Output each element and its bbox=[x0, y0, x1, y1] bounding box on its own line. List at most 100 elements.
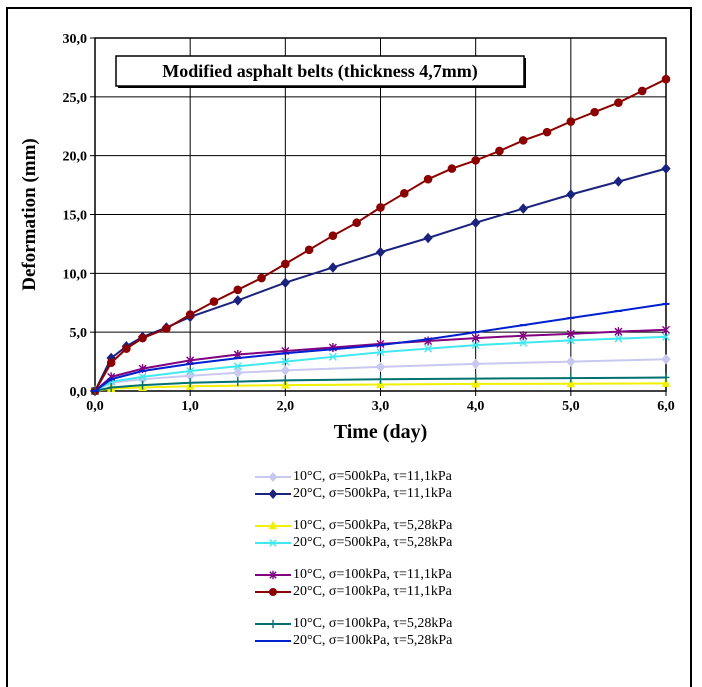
data-point bbox=[662, 325, 670, 335]
data-point bbox=[447, 164, 457, 173]
x-tick-label: 3,0 bbox=[372, 399, 390, 414]
data-point bbox=[107, 382, 115, 392]
legend-group: 10°C, σ=500kPa, τ=5,28kPa 20°C, σ=500kPa,… bbox=[255, 517, 575, 551]
data-point bbox=[567, 373, 575, 383]
data-point bbox=[470, 358, 481, 370]
data-point bbox=[470, 217, 481, 228]
data-point bbox=[185, 310, 195, 319]
data-point bbox=[280, 365, 291, 376]
data-point bbox=[566, 189, 576, 200]
y-tick-label: 15,0 bbox=[63, 209, 88, 224]
data-point bbox=[661, 353, 671, 365]
data-point bbox=[281, 375, 289, 385]
x-tick-label: 4,0 bbox=[467, 399, 485, 414]
data-point bbox=[106, 358, 116, 368]
legend-swatch bbox=[255, 570, 291, 579]
data-point bbox=[186, 367, 195, 375]
data-point bbox=[281, 259, 290, 269]
series-line bbox=[94, 376, 667, 392]
data-point bbox=[269, 520, 277, 529]
y-tick-label: 30,0 bbox=[63, 32, 88, 47]
data-point bbox=[613, 176, 624, 187]
data-point bbox=[209, 297, 219, 306]
data-point bbox=[328, 262, 338, 273]
legend-item: 10°C, σ=500kPa, τ=5,28kPa bbox=[255, 517, 575, 534]
data-point bbox=[257, 273, 266, 283]
chart-frame bbox=[6, 7, 692, 687]
legend-swatch bbox=[255, 520, 291, 529]
data-point bbox=[471, 156, 480, 165]
legend-swatch bbox=[255, 587, 291, 596]
data-point bbox=[377, 374, 384, 384]
legend-item: 10°C, σ=500kPa, τ=11,1kPa bbox=[255, 468, 575, 485]
legend-group: 10°C, σ=100kPa, τ=11,1kPa 20°C, σ=100kPa,… bbox=[255, 566, 575, 600]
data-point bbox=[614, 98, 623, 108]
legend-label: 20°C, σ=500kPa, τ=5,28kPa bbox=[293, 534, 453, 550]
series-dash bbox=[91, 302, 670, 392]
data-point bbox=[352, 218, 362, 228]
data-point bbox=[662, 372, 670, 382]
legend-label: 20°C, σ=100kPa, τ=11,1kPa bbox=[293, 583, 452, 599]
series-diamond bbox=[90, 353, 671, 397]
data-point bbox=[304, 245, 314, 255]
data-point bbox=[566, 356, 576, 367]
legend-label: 20°C, σ=500kPa, τ=11,1kPa bbox=[293, 485, 452, 501]
data-point bbox=[542, 127, 552, 137]
legend-label: 10°C, σ=500kPa, τ=11,1kPa bbox=[293, 468, 452, 484]
data-point bbox=[233, 285, 243, 295]
x-tick-label: 1,0 bbox=[181, 399, 199, 414]
legend-item: 20°C, σ=100kPa, τ=5,28kPa bbox=[255, 632, 575, 649]
data-point bbox=[376, 348, 385, 357]
x-axis-title: Time (day) bbox=[334, 421, 428, 443]
data-point bbox=[138, 333, 147, 343]
data-point bbox=[234, 377, 242, 387]
series-star bbox=[91, 325, 670, 396]
legend-item: 20°C, σ=500kPa, τ=5,28kPa bbox=[255, 534, 575, 551]
chart-title: Modified asphalt belts (thickness 4,7mm) bbox=[162, 61, 478, 82]
series-circle bbox=[90, 74, 671, 396]
series-plus bbox=[91, 372, 670, 396]
x-tick-label: 5,0 bbox=[562, 399, 580, 414]
data-point bbox=[269, 619, 277, 628]
data-point bbox=[518, 203, 528, 214]
data-point bbox=[423, 232, 433, 244]
data-point bbox=[423, 174, 433, 184]
y-tick-label: 5,0 bbox=[70, 326, 88, 341]
data-point bbox=[138, 372, 147, 381]
data-point bbox=[590, 107, 599, 117]
legend-label: 20°C, σ=100kPa, τ=5,28kPa bbox=[293, 632, 453, 648]
x-tick-label: 6,0 bbox=[657, 399, 675, 414]
data-point bbox=[518, 136, 528, 145]
y-tick-label: 10,0 bbox=[63, 267, 88, 282]
data-point bbox=[566, 117, 576, 126]
legend-label: 10°C, σ=100kPa, τ=5,28kPa bbox=[293, 615, 453, 631]
data-point bbox=[519, 338, 528, 347]
legend-item: 20°C, σ=500kPa, τ=11,1kPa bbox=[255, 485, 575, 502]
data-point bbox=[375, 361, 386, 373]
data-point bbox=[471, 341, 480, 350]
legend-label: 10°C, σ=100kPa, τ=11,1kPa bbox=[293, 566, 452, 582]
legend-swatch bbox=[255, 471, 291, 482]
data-point bbox=[269, 587, 277, 596]
legend-swatch bbox=[255, 639, 291, 642]
data-point bbox=[471, 333, 480, 343]
data-point bbox=[280, 277, 291, 288]
data-point bbox=[186, 378, 194, 388]
data-point bbox=[661, 74, 671, 84]
legend-swatch bbox=[255, 619, 291, 628]
series-line bbox=[94, 78, 667, 392]
data-point bbox=[268, 488, 278, 499]
legend-group: 10°C, σ=100kPa, τ=5,28kPa 20°C, σ=100kPa,… bbox=[255, 615, 575, 649]
data-point bbox=[269, 570, 277, 579]
legend-group: 10°C, σ=500kPa, τ=11,1kPa 20°C, σ=500kPa,… bbox=[255, 468, 575, 502]
legend-label: 10°C, σ=500kPa, τ=5,28kPa bbox=[293, 517, 453, 533]
data-point bbox=[233, 295, 243, 306]
data-point bbox=[566, 329, 575, 339]
y-tick-label: 20,0 bbox=[63, 150, 88, 165]
data-point bbox=[566, 378, 576, 388]
data-point bbox=[122, 344, 131, 353]
legend: 10°C, σ=500kPa, τ=11,1kPa 20°C, σ=500kPa,… bbox=[255, 468, 575, 664]
data-point bbox=[233, 362, 242, 371]
data-point bbox=[139, 380, 147, 390]
